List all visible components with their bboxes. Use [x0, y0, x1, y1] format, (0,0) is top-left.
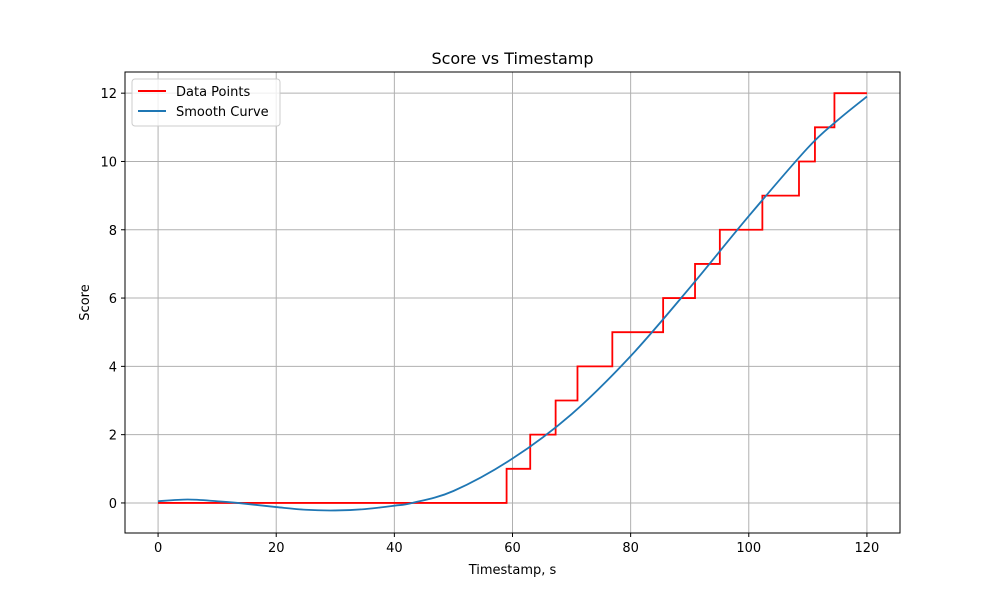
x-axis-label: Timestamp, s [468, 563, 557, 578]
legend-label-smooth-curve: Smooth Curve [176, 105, 269, 120]
legend: Data Points Smooth Curve [131, 78, 281, 127]
ticks: 0 20 40 60 80 100 120 0 2 4 6 8 10 12 [100, 87, 879, 556]
x-tick-label: 20 [268, 541, 285, 556]
x-tick-label: 100 [736, 541, 761, 556]
y-tick-label: 0 [109, 497, 117, 512]
legend-label-data-points: Data Points [176, 85, 250, 100]
y-tick-label: 8 [109, 224, 117, 239]
x-tick-label: 120 [855, 541, 880, 556]
series-layer [158, 92, 868, 512]
legend-box [131, 78, 281, 127]
y-tick-label: 10 [100, 155, 117, 170]
chart-title: Score vs Timestamp [431, 49, 593, 68]
y-tick-label: 6 [109, 292, 117, 307]
x-tick-label: 60 [504, 541, 521, 556]
x-tick-label: 0 [154, 541, 162, 556]
y-axis-label: Score [78, 284, 93, 320]
y-tick-label: 2 [109, 429, 117, 444]
x-tick-label: 40 [386, 541, 403, 556]
series-line-data-points [158, 92, 867, 504]
x-tick-label: 80 [622, 541, 639, 556]
y-tick-label: 4 [109, 360, 117, 375]
series-line-smooth-curve [158, 95, 868, 512]
y-tick-label: 12 [100, 87, 117, 102]
